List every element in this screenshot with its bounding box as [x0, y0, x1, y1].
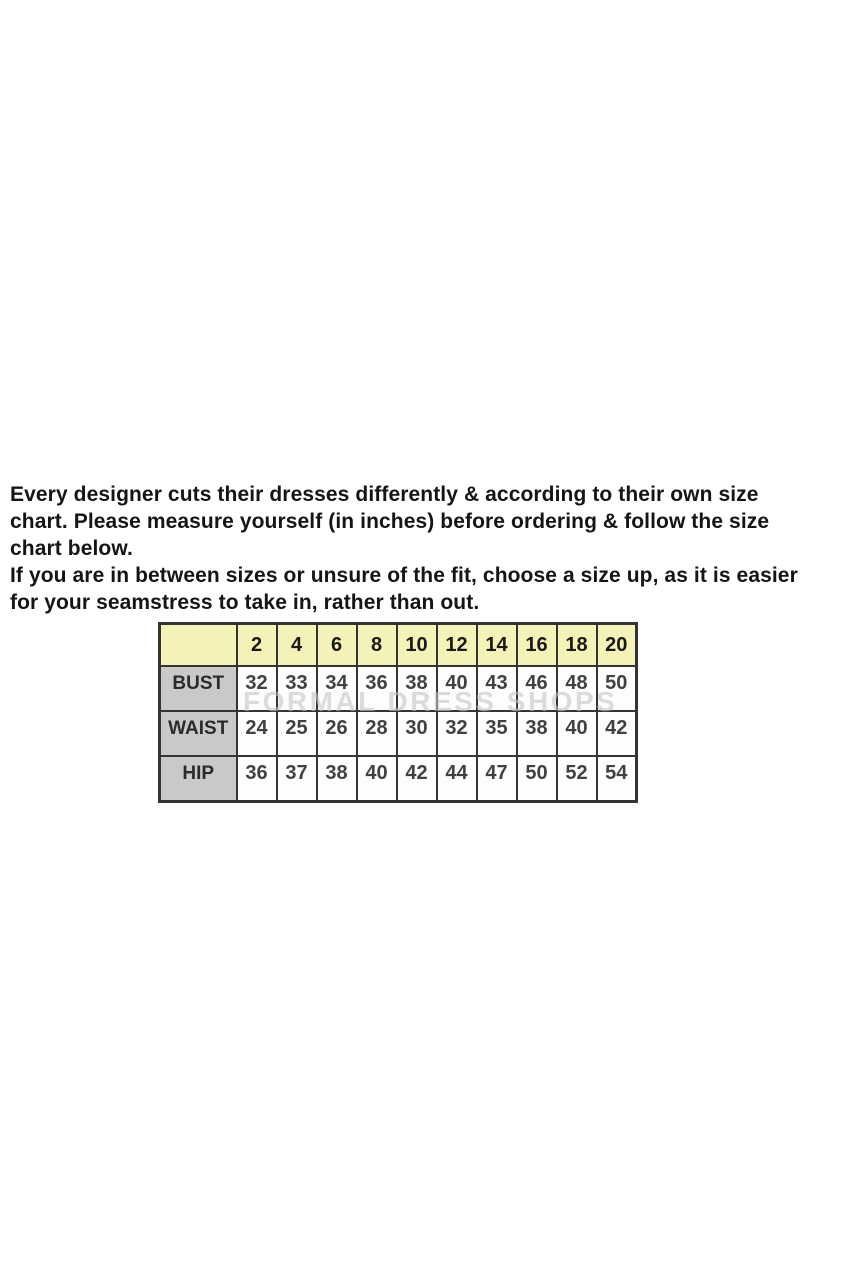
size-chart-body: 2 4 6 8 10 12 14 16 18 20 BUST 32 33 34 36 38 40 43 46 48 50…	[158, 622, 638, 802]
size-column-header: 8	[355, 622, 398, 667]
intro-line: If you are in between sizes or unsure of…	[10, 564, 798, 587]
measurement-value-cell: 34	[315, 665, 358, 712]
measurement-value-cell: 47	[475, 755, 518, 802]
measurement-value-cell: 25	[275, 710, 318, 757]
size-chart-header-row: 2 4 6 8 10 12 14 16 18 20	[158, 622, 638, 667]
size-column-header: 16	[515, 622, 558, 667]
measurement-value-cell: 50	[595, 665, 638, 712]
intro-line: for your seamstress to take in, rather t…	[10, 591, 480, 614]
measurement-value-cell: 40	[555, 710, 598, 757]
measurement-value-cell: 24	[235, 710, 278, 757]
size-column-header: 4	[275, 622, 318, 667]
intro-line: chart below.	[10, 537, 133, 560]
measurement-value-cell: 37	[275, 755, 318, 802]
measurement-row: WAIST 24 25 26 28 30 32 35 38 40 42	[158, 710, 638, 757]
measurement-value-cell: 40	[355, 755, 398, 802]
measurement-value-cell: 32	[235, 665, 278, 712]
measurement-value-cell: 40	[435, 665, 478, 712]
measurement-row-label: HIP	[158, 755, 238, 802]
size-column-header: 12	[435, 622, 478, 667]
measurement-row-label: BUST	[158, 665, 238, 712]
measurement-value-cell: 38	[515, 710, 558, 757]
size-column-header: 14	[475, 622, 518, 667]
measurement-value-cell: 33	[275, 665, 318, 712]
size-chart-table: 2 4 6 8 10 12 14 16 18 20 BUST 32 33 34 36 38 40 43 46 48 50…	[158, 622, 638, 803]
measurement-value-cell: 52	[555, 755, 598, 802]
measurement-value-cell: 54	[595, 755, 638, 802]
intro-paragraph: Every designer cuts their dresses differ…	[10, 481, 850, 616]
measurement-value-cell: 26	[315, 710, 358, 757]
measurement-row: BUST 32 33 34 36 38 40 43 46 48 50	[158, 665, 638, 712]
measurement-row: HIP 36 37 38 40 42 44 47 50 52 54	[158, 755, 638, 802]
measurement-value-cell: 28	[355, 710, 398, 757]
size-column-header: 18	[555, 622, 598, 667]
measurement-value-cell: 35	[475, 710, 518, 757]
size-column-header: 6	[315, 622, 358, 667]
measurement-value-cell: 50	[515, 755, 558, 802]
measurement-value-cell: 46	[515, 665, 558, 712]
measurement-value-cell: 32	[435, 710, 478, 757]
measurement-value-cell: 36	[235, 755, 278, 802]
size-column-header: 2	[235, 622, 278, 667]
measurement-value-cell: 43	[475, 665, 518, 712]
intro-line: Every designer cuts their dresses differ…	[10, 483, 759, 506]
measurement-value-cell: 36	[355, 665, 398, 712]
intro-line: chart. Please measure yourself (in inche…	[10, 510, 770, 533]
measurement-value-cell: 44	[435, 755, 478, 802]
size-column-header: 20	[595, 622, 638, 667]
measurement-value-cell: 38	[395, 665, 438, 712]
corner-cell	[158, 622, 238, 667]
size-column-header: 10	[395, 622, 438, 667]
measurement-row-label: WAIST	[158, 710, 238, 757]
measurement-value-cell: 38	[315, 755, 358, 802]
measurement-value-cell: 42	[595, 710, 638, 757]
measurement-value-cell: 42	[395, 755, 438, 802]
measurement-value-cell: 30	[395, 710, 438, 757]
measurement-value-cell: 48	[555, 665, 598, 712]
